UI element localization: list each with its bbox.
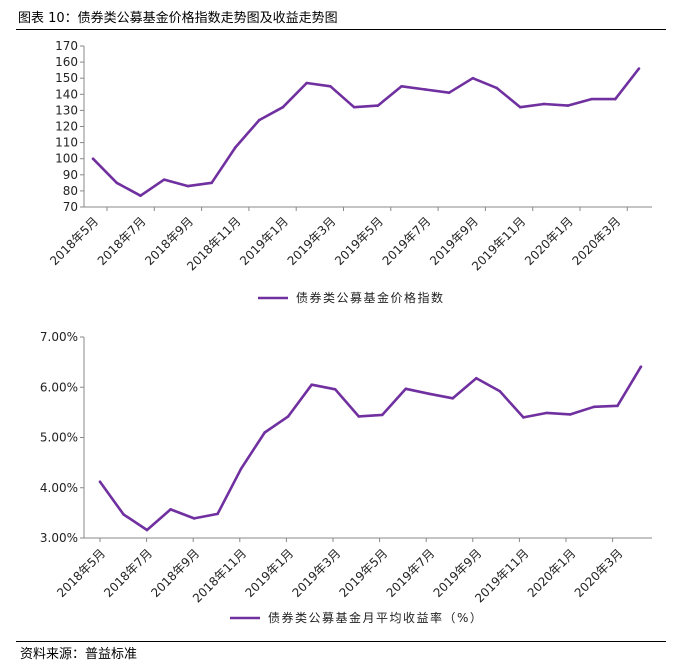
data-point	[592, 405, 596, 409]
title-rule	[16, 29, 666, 30]
data-point	[162, 178, 166, 181]
x-tick-label: 2018年7月	[101, 546, 155, 600]
data-point	[569, 413, 572, 416]
figure-title: 图表 10：债券类公募基金价格指数走势图及收益走势图	[18, 11, 338, 26]
data-point	[566, 104, 570, 107]
data-point	[257, 118, 261, 122]
legend-label: 债券类公募基金价格指数	[296, 290, 445, 305]
data-point	[498, 389, 502, 393]
x-tick-label: 2019年1月	[242, 546, 296, 600]
y-tick-label: 90	[63, 168, 78, 182]
legend-label: 债券类公募基金月平均收益率（%）	[268, 610, 483, 625]
data-point	[192, 517, 196, 520]
x-tick-label: 2020年1月	[525, 546, 579, 600]
data-point	[139, 194, 142, 198]
series-line	[98, 365, 643, 532]
x-tick-label: 2019年5月	[337, 546, 391, 600]
data-point	[305, 81, 308, 85]
y-tick-label: 4.00%	[40, 481, 78, 495]
data-point	[519, 105, 522, 109]
data-point	[329, 84, 332, 88]
chart-1: 7080901001101201301401501601702018年5月201…	[47, 39, 652, 305]
data-point	[637, 67, 641, 70]
data-point	[239, 467, 243, 470]
data-point	[404, 387, 408, 391]
data-point	[286, 415, 290, 418]
y-tick-label: 140	[55, 87, 78, 101]
data-point	[115, 181, 119, 185]
data-point	[263, 431, 266, 434]
x-tick-label: 2019年5月	[332, 214, 386, 268]
series-line	[92, 67, 641, 197]
y-tick-label: 3.00%	[40, 531, 78, 545]
x-tick-label: 2020年3月	[572, 546, 626, 600]
data-point	[98, 480, 102, 484]
data-point	[169, 508, 172, 511]
x-tick-label: 2019年7月	[384, 546, 438, 600]
data-point	[281, 105, 285, 109]
x-tick-label: 2020年1月	[522, 214, 576, 268]
data-point	[210, 181, 213, 185]
x-tick-label: 2019年7月	[380, 214, 434, 268]
x-tick-label: 2019年3月	[285, 214, 339, 268]
data-point	[451, 397, 455, 400]
data-point	[380, 413, 384, 417]
y-tick-label: 6.00%	[40, 380, 78, 394]
source-rule	[16, 641, 666, 642]
data-point	[357, 415, 361, 418]
data-point	[613, 97, 617, 101]
x-tick-label: 2018年7月	[95, 214, 149, 268]
y-tick-label: 70	[63, 200, 78, 214]
data-point	[376, 104, 380, 107]
data-point	[495, 86, 498, 90]
y-tick-label: 170	[55, 39, 78, 53]
data-point	[234, 146, 237, 149]
data-point	[475, 376, 478, 380]
x-tick-label: 2020年3月	[570, 214, 624, 268]
data-point	[145, 528, 149, 532]
y-tick-label: 110	[55, 136, 78, 150]
data-point	[424, 88, 427, 91]
x-tick-label: 2018年5月	[54, 546, 108, 600]
y-tick-label: 150	[55, 71, 78, 85]
y-tick-label: 120	[55, 120, 78, 134]
y-tick-label: 130	[55, 103, 78, 117]
data-point	[91, 157, 95, 160]
data-point	[310, 383, 313, 387]
y-tick-label: 160	[55, 55, 78, 69]
y-tick-label: 80	[63, 184, 78, 198]
data-point	[471, 76, 475, 80]
data-point	[352, 105, 356, 109]
data-point	[447, 91, 451, 94]
data-point	[522, 416, 525, 419]
y-tick-label: 5.00%	[40, 431, 78, 445]
data-point	[122, 513, 125, 516]
data-point	[216, 512, 219, 516]
data-point	[616, 404, 619, 408]
x-tick-label: 2019年3月	[289, 546, 343, 600]
y-tick-label: 7.00%	[40, 330, 78, 344]
data-point	[639, 365, 643, 368]
data-point	[400, 84, 403, 88]
data-point	[428, 392, 431, 396]
y-tick-label: 100	[55, 152, 78, 166]
data-point	[590, 97, 593, 101]
source-note: 资料来源：普益标准	[20, 647, 138, 662]
data-point	[333, 387, 337, 391]
data-point	[542, 102, 546, 106]
data-point	[545, 411, 549, 415]
x-tick-label: 2018年5月	[47, 214, 101, 268]
data-point	[186, 184, 190, 188]
x-tick-label: 2019年1月	[237, 214, 291, 268]
